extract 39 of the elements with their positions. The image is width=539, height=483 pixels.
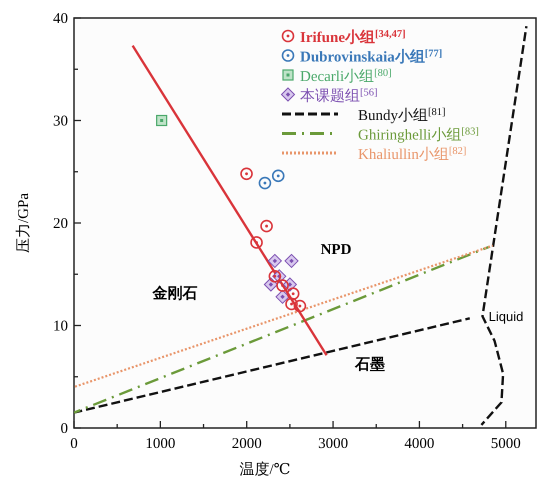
x-tick-label: 3000 bbox=[318, 436, 348, 452]
y-tick-label: 20 bbox=[53, 216, 68, 232]
legend-label: Irifune小组$^{[34,47]}$ bbox=[300, 28, 406, 46]
point bbox=[156, 114, 168, 126]
legend-label: 本课题组$^{[56]}$ bbox=[300, 87, 378, 104]
x-tick-label: 4000 bbox=[404, 436, 434, 452]
x-tick-label: 1000 bbox=[145, 436, 176, 452]
x-tick-label: 5000 bbox=[490, 436, 521, 452]
x-tick-label: 2000 bbox=[232, 436, 262, 452]
point bbox=[286, 287, 300, 300]
point bbox=[250, 236, 263, 249]
y-tick-label: 30 bbox=[53, 114, 68, 130]
line-series bbox=[480, 25, 528, 426]
x-axis-title: 温度/℃ bbox=[240, 461, 290, 478]
annotation: NPD bbox=[320, 242, 352, 258]
annotation: 金刚石 bbox=[152, 285, 198, 302]
point bbox=[268, 270, 282, 283]
legend-label: Decarli小组$^{[80]}$ bbox=[300, 68, 392, 85]
legend-label: Bundy小组$^{[81]}$ bbox=[358, 106, 446, 124]
point bbox=[276, 279, 289, 292]
annotation: 石墨 bbox=[354, 356, 385, 373]
point bbox=[285, 298, 298, 310]
point bbox=[284, 254, 299, 268]
y-axis-title: 压力/GPa bbox=[15, 192, 32, 253]
y-tick-label: 10 bbox=[53, 318, 68, 334]
legend-label: Khaliullin小组$^{[82]}$ bbox=[358, 146, 466, 163]
legend-label: Ghiringhelli小组$^{[83]}$ bbox=[358, 126, 479, 144]
point bbox=[294, 300, 306, 312]
point bbox=[240, 168, 253, 180]
x-tick-label: 0 bbox=[70, 436, 78, 452]
point bbox=[258, 176, 272, 190]
y-tick-label: 0 bbox=[60, 421, 68, 437]
point bbox=[276, 290, 290, 304]
legend-label: Dubrovinskaia小组$^{[77]}$ bbox=[300, 48, 442, 66]
annotation: Liquid bbox=[488, 309, 524, 324]
y-tick-label: 40 bbox=[53, 11, 68, 27]
point bbox=[268, 254, 282, 268]
point bbox=[272, 170, 285, 182]
point bbox=[260, 220, 273, 232]
